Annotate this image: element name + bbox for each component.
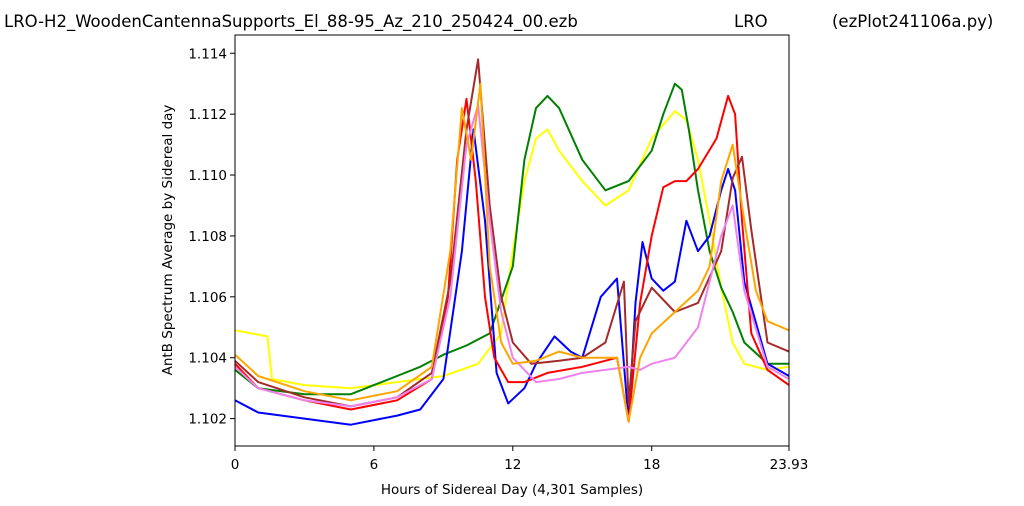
series-line-0: [235, 110, 789, 390]
series-layer: [235, 58, 789, 426]
series-line-6: [235, 82, 789, 423]
y-tick-label: 1.110: [188, 168, 227, 184]
x-tick-label: 18: [643, 457, 660, 473]
y-tick-label: 1.112: [188, 107, 227, 123]
chart-title-center: LRO: [734, 12, 768, 31]
series-line-4: [235, 58, 789, 408]
y-tick-label: 1.102: [188, 412, 227, 428]
y-tick-label: 1.106: [188, 290, 227, 306]
x-tick-label: 12: [504, 457, 521, 473]
x-axis-label: Hours of Sidereal Day (4,301 Samples): [381, 482, 643, 498]
plot-frame: [234, 34, 790, 447]
chart-title-right: (ezPlot241106a.py): [832, 12, 993, 31]
series-line-5: [235, 104, 789, 408]
y-axis: 1.102 1.104 1.106 1.108 1.110 1.112 1.114: [188, 46, 235, 428]
series-line-1: [235, 82, 789, 396]
y-tick-label: 1.114: [188, 46, 227, 62]
y-axis-label: AntB Spectrum Average by Sidereal day: [160, 105, 176, 376]
series-line-2: [235, 128, 789, 426]
y-tick-label: 1.108: [188, 229, 227, 245]
x-tick-label: 6: [370, 457, 379, 473]
chart-title-left: LRO-H2_WoodenCantennaSupports_El_88-95_A…: [4, 12, 578, 32]
x-tick-label: 23.93: [770, 457, 809, 473]
x-tick-label: 0: [231, 457, 240, 473]
y-tick-label: 1.104: [188, 351, 227, 367]
x-axis: 0 6 12 18 23.93: [231, 446, 809, 473]
